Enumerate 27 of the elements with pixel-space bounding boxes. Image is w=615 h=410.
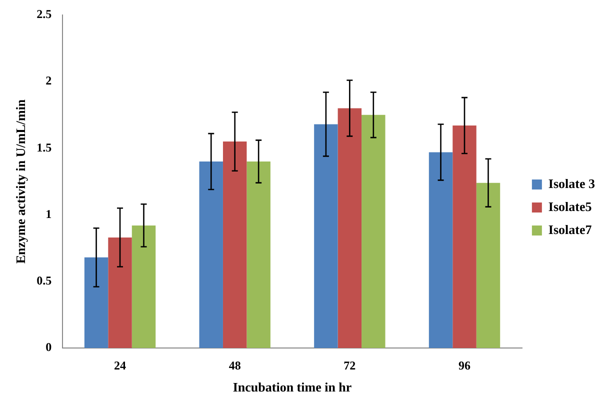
- bar: [222, 142, 247, 348]
- y-axis-title: Enzyme activity in U/mL/min: [13, 98, 28, 264]
- x-axis-title: Incubation time in hr: [232, 380, 352, 395]
- y-tick-label: 1.5: [36, 140, 52, 154]
- y-tick-label: 1: [46, 206, 52, 221]
- bar: [84, 257, 108, 348]
- bar: [428, 152, 453, 348]
- bar: [476, 182, 500, 348]
- x-tick-label: 24: [114, 358, 126, 372]
- legend-label: Isolate5: [548, 198, 592, 214]
- bar: [199, 162, 223, 348]
- x-tick-label: 96: [458, 358, 471, 372]
- bar: [362, 114, 386, 348]
- y-tick-label: 0: [46, 340, 52, 354]
- x-tick-label: 72: [344, 358, 356, 372]
- bar: [338, 108, 362, 348]
- bar: [314, 124, 338, 348]
- y-tick-label: 0.5: [36, 273, 52, 288]
- bar: [452, 126, 476, 348]
- x-tick-label: 48: [228, 358, 241, 372]
- y-tick-label: 2: [46, 74, 52, 88]
- bar: [246, 162, 270, 348]
- y-tick-label: 2.5: [36, 7, 52, 22]
- legend-label: Isolate7: [548, 222, 592, 237]
- legend-label: Isolate 3: [548, 176, 596, 191]
- bar: [108, 237, 132, 348]
- bar: [132, 225, 156, 348]
